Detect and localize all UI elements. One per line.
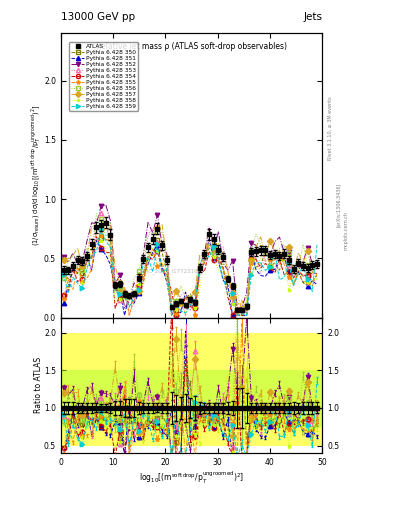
Text: mcplots.cern.ch: mcplots.cern.ch — [344, 211, 349, 250]
Text: [arXiv:1306.3436]: [arXiv:1306.3436] — [336, 183, 341, 227]
Y-axis label: Ratio to ATLAS: Ratio to ATLAS — [33, 357, 42, 414]
Legend: ATLAS, Pythia 6.428 350, Pythia 6.428 351, Pythia 6.428 352, Pythia 6.428 353, P: ATLAS, Pythia 6.428 350, Pythia 6.428 35… — [69, 42, 138, 111]
Y-axis label: (1/σ$_{\rm resum}$) dσ/d log$_{10}$[(m$^{\rm soft\,drop}$/p$_T^{\rm ungroomed}$): (1/σ$_{\rm resum}$) dσ/d log$_{10}$[(m$^… — [29, 105, 42, 246]
Text: ARC_2019_I1772316: ARC_2019_I1772316 — [142, 268, 199, 274]
Text: Rivet 3.1.10, ≥ 3M events: Rivet 3.1.10, ≥ 3M events — [328, 96, 333, 160]
Text: Jets: Jets — [303, 12, 322, 22]
X-axis label: log$_{10}$[(m$^{\rm soft\,drop}$/p$_T^{\rm ungroomed}$)$^2$]: log$_{10}$[(m$^{\rm soft\,drop}$/p$_T^{\… — [139, 470, 244, 486]
Text: 13000 GeV pp: 13000 GeV pp — [61, 12, 135, 22]
Text: Relative jet mass ρ (ATLAS soft-drop observables): Relative jet mass ρ (ATLAS soft-drop obs… — [96, 42, 287, 51]
